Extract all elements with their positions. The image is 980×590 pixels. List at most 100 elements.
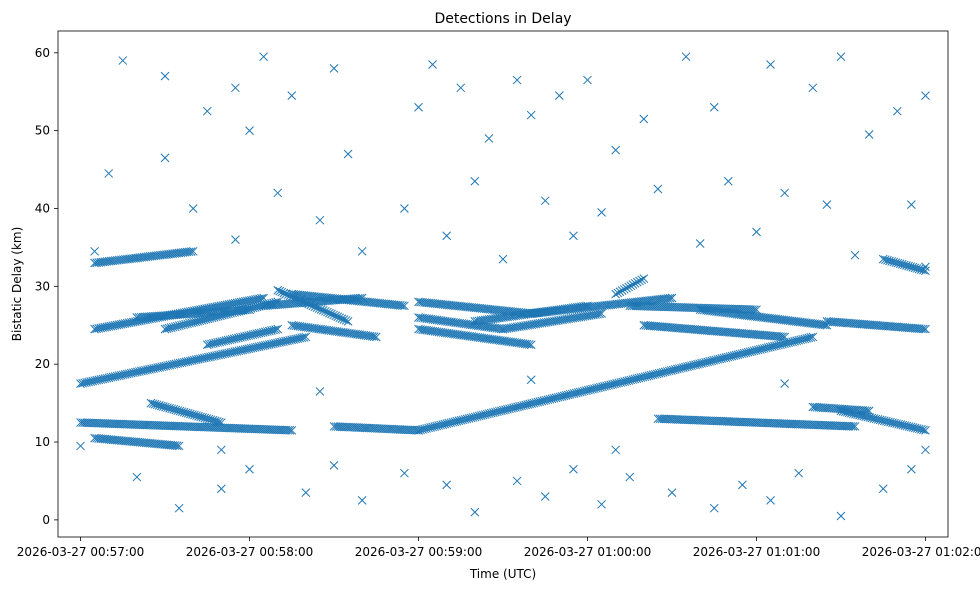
track-22-point	[626, 281, 636, 291]
y-tick-label: 40	[35, 201, 50, 215]
track-2-point	[287, 425, 297, 435]
detection-point	[836, 52, 846, 62]
detection-point	[611, 145, 621, 155]
track-13-point	[371, 332, 381, 342]
track-20-point	[595, 309, 604, 319]
detection-point	[231, 235, 240, 244]
detection-point	[315, 215, 325, 225]
detection-point	[118, 56, 128, 65]
detection-point	[766, 496, 775, 505]
track-5-point	[170, 441, 180, 450]
detection-point	[921, 262, 930, 272]
detection-point	[709, 503, 719, 513]
detection-point	[174, 503, 184, 513]
track-22-point	[635, 276, 644, 286]
track-12-point	[400, 301, 409, 311]
track-22-point	[615, 287, 625, 297]
track-29-point	[919, 425, 928, 435]
detection-point	[315, 387, 325, 396]
track-9-point	[271, 325, 280, 334]
detection-point	[836, 511, 846, 521]
detection-point	[611, 445, 621, 455]
x-tick-label: 2026-03-27 00:58:00	[186, 545, 313, 559]
detection-point	[794, 468, 804, 478]
detection-point	[217, 484, 226, 494]
track-17-point	[808, 332, 818, 342]
track-22-point	[611, 289, 621, 299]
detection-point	[667, 488, 677, 497]
track-9-point	[273, 324, 283, 334]
detection-point	[132, 472, 142, 482]
track-3-point	[184, 247, 194, 257]
track-28-point	[919, 324, 928, 334]
track-22-point	[628, 280, 638, 289]
detection-point	[245, 464, 254, 474]
detection-point	[104, 169, 114, 178]
y-axis-label: Bistatic Delay (km)	[10, 227, 24, 342]
detection-point	[653, 184, 663, 194]
x-axis: 2026-03-27 00:57:00 2026-03-27 00:58:00 20…	[17, 537, 980, 559]
track-22-point	[619, 284, 629, 294]
track-22-point	[630, 278, 640, 288]
detection-point	[470, 176, 480, 186]
detection-point	[329, 461, 339, 470]
y-tick-label: 0	[42, 513, 50, 527]
track-22-point	[624, 282, 634, 292]
detection-point	[231, 83, 240, 93]
detection-point	[160, 71, 170, 81]
detection-point	[428, 60, 437, 69]
detection-point	[569, 231, 578, 241]
track-22-point	[639, 274, 649, 283]
y-axis: 0 10 20 30 40 50 60	[35, 46, 58, 527]
detection-point	[400, 204, 409, 213]
track-22-point	[617, 286, 627, 295]
detection-point	[329, 64, 339, 73]
track-21-point	[667, 293, 677, 303]
track-28-point	[921, 324, 930, 334]
detection-point	[681, 52, 691, 62]
detection-point	[921, 445, 930, 455]
y-tick-label: 50	[35, 124, 50, 138]
detection-point	[259, 52, 268, 62]
detection-point	[738, 480, 747, 490]
detection-point	[554, 91, 564, 100]
track-22-point	[622, 283, 631, 293]
detection-point	[752, 227, 761, 237]
track-12-point	[395, 301, 405, 310]
track-20-point	[597, 309, 606, 318]
detection-point	[160, 153, 170, 163]
detection-point	[569, 464, 578, 474]
detection-point	[597, 208, 606, 217]
track-25-point	[850, 422, 860, 431]
detection-point	[625, 472, 635, 482]
track-21-point	[663, 294, 673, 303]
detection-point	[202, 106, 212, 116]
detection-point	[723, 176, 733, 186]
detection-point	[907, 200, 916, 209]
track-21-point	[665, 293, 675, 303]
detection-point	[217, 445, 226, 455]
track-18-point	[526, 340, 536, 350]
x-tick-label: 2026-03-27 01:00:00	[524, 545, 651, 559]
track-22-point	[613, 288, 623, 298]
detection-point	[357, 246, 367, 256]
detection-point	[273, 188, 283, 198]
detection-point	[709, 102, 719, 112]
track-5-point	[174, 441, 184, 451]
detection-point	[850, 250, 860, 260]
detection-point	[892, 106, 902, 116]
track-24-point	[780, 332, 789, 342]
detection-point	[357, 496, 367, 505]
detection-point	[822, 200, 832, 209]
detection-point	[76, 441, 85, 451]
track-7-point	[214, 417, 224, 427]
y-tick-label: 30	[35, 279, 50, 293]
detection-point	[907, 464, 916, 474]
x-tick-label: 2026-03-27 01:02:00	[862, 545, 980, 559]
track-2-point	[285, 425, 295, 435]
detection-point	[878, 484, 888, 494]
detection-point	[780, 188, 789, 198]
x-tick-label: 2026-03-27 01:01:00	[693, 545, 820, 559]
track-30-point	[921, 266, 930, 276]
detection-point	[695, 239, 705, 248]
